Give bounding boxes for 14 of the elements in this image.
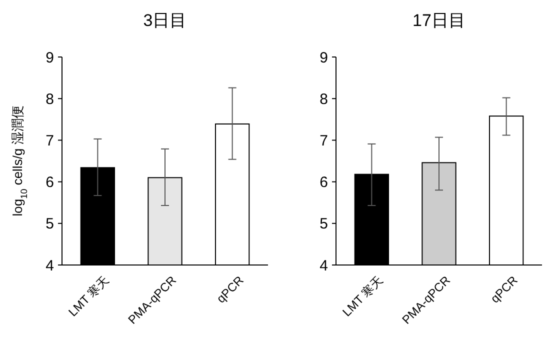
y-tick-label: 9 [320, 49, 328, 66]
y-tick-label: 4 [46, 257, 54, 274]
y-tick-label: 5 [320, 216, 328, 233]
y-tick-label: 7 [320, 132, 328, 150]
y-tick-label: 4 [320, 257, 328, 274]
y-tick-label: 6 [320, 174, 328, 192]
y-tick-label: 8 [320, 90, 328, 108]
y-tick-label: 6 [46, 174, 54, 192]
y-tick-label: 7 [46, 132, 54, 150]
y-tick-label: 8 [46, 90, 54, 108]
y-tick-label: 9 [46, 49, 54, 66]
y-tick-label: 5 [46, 216, 54, 233]
chart-title: 17日目 [412, 11, 466, 30]
chart-title: 3日目 [143, 11, 187, 30]
